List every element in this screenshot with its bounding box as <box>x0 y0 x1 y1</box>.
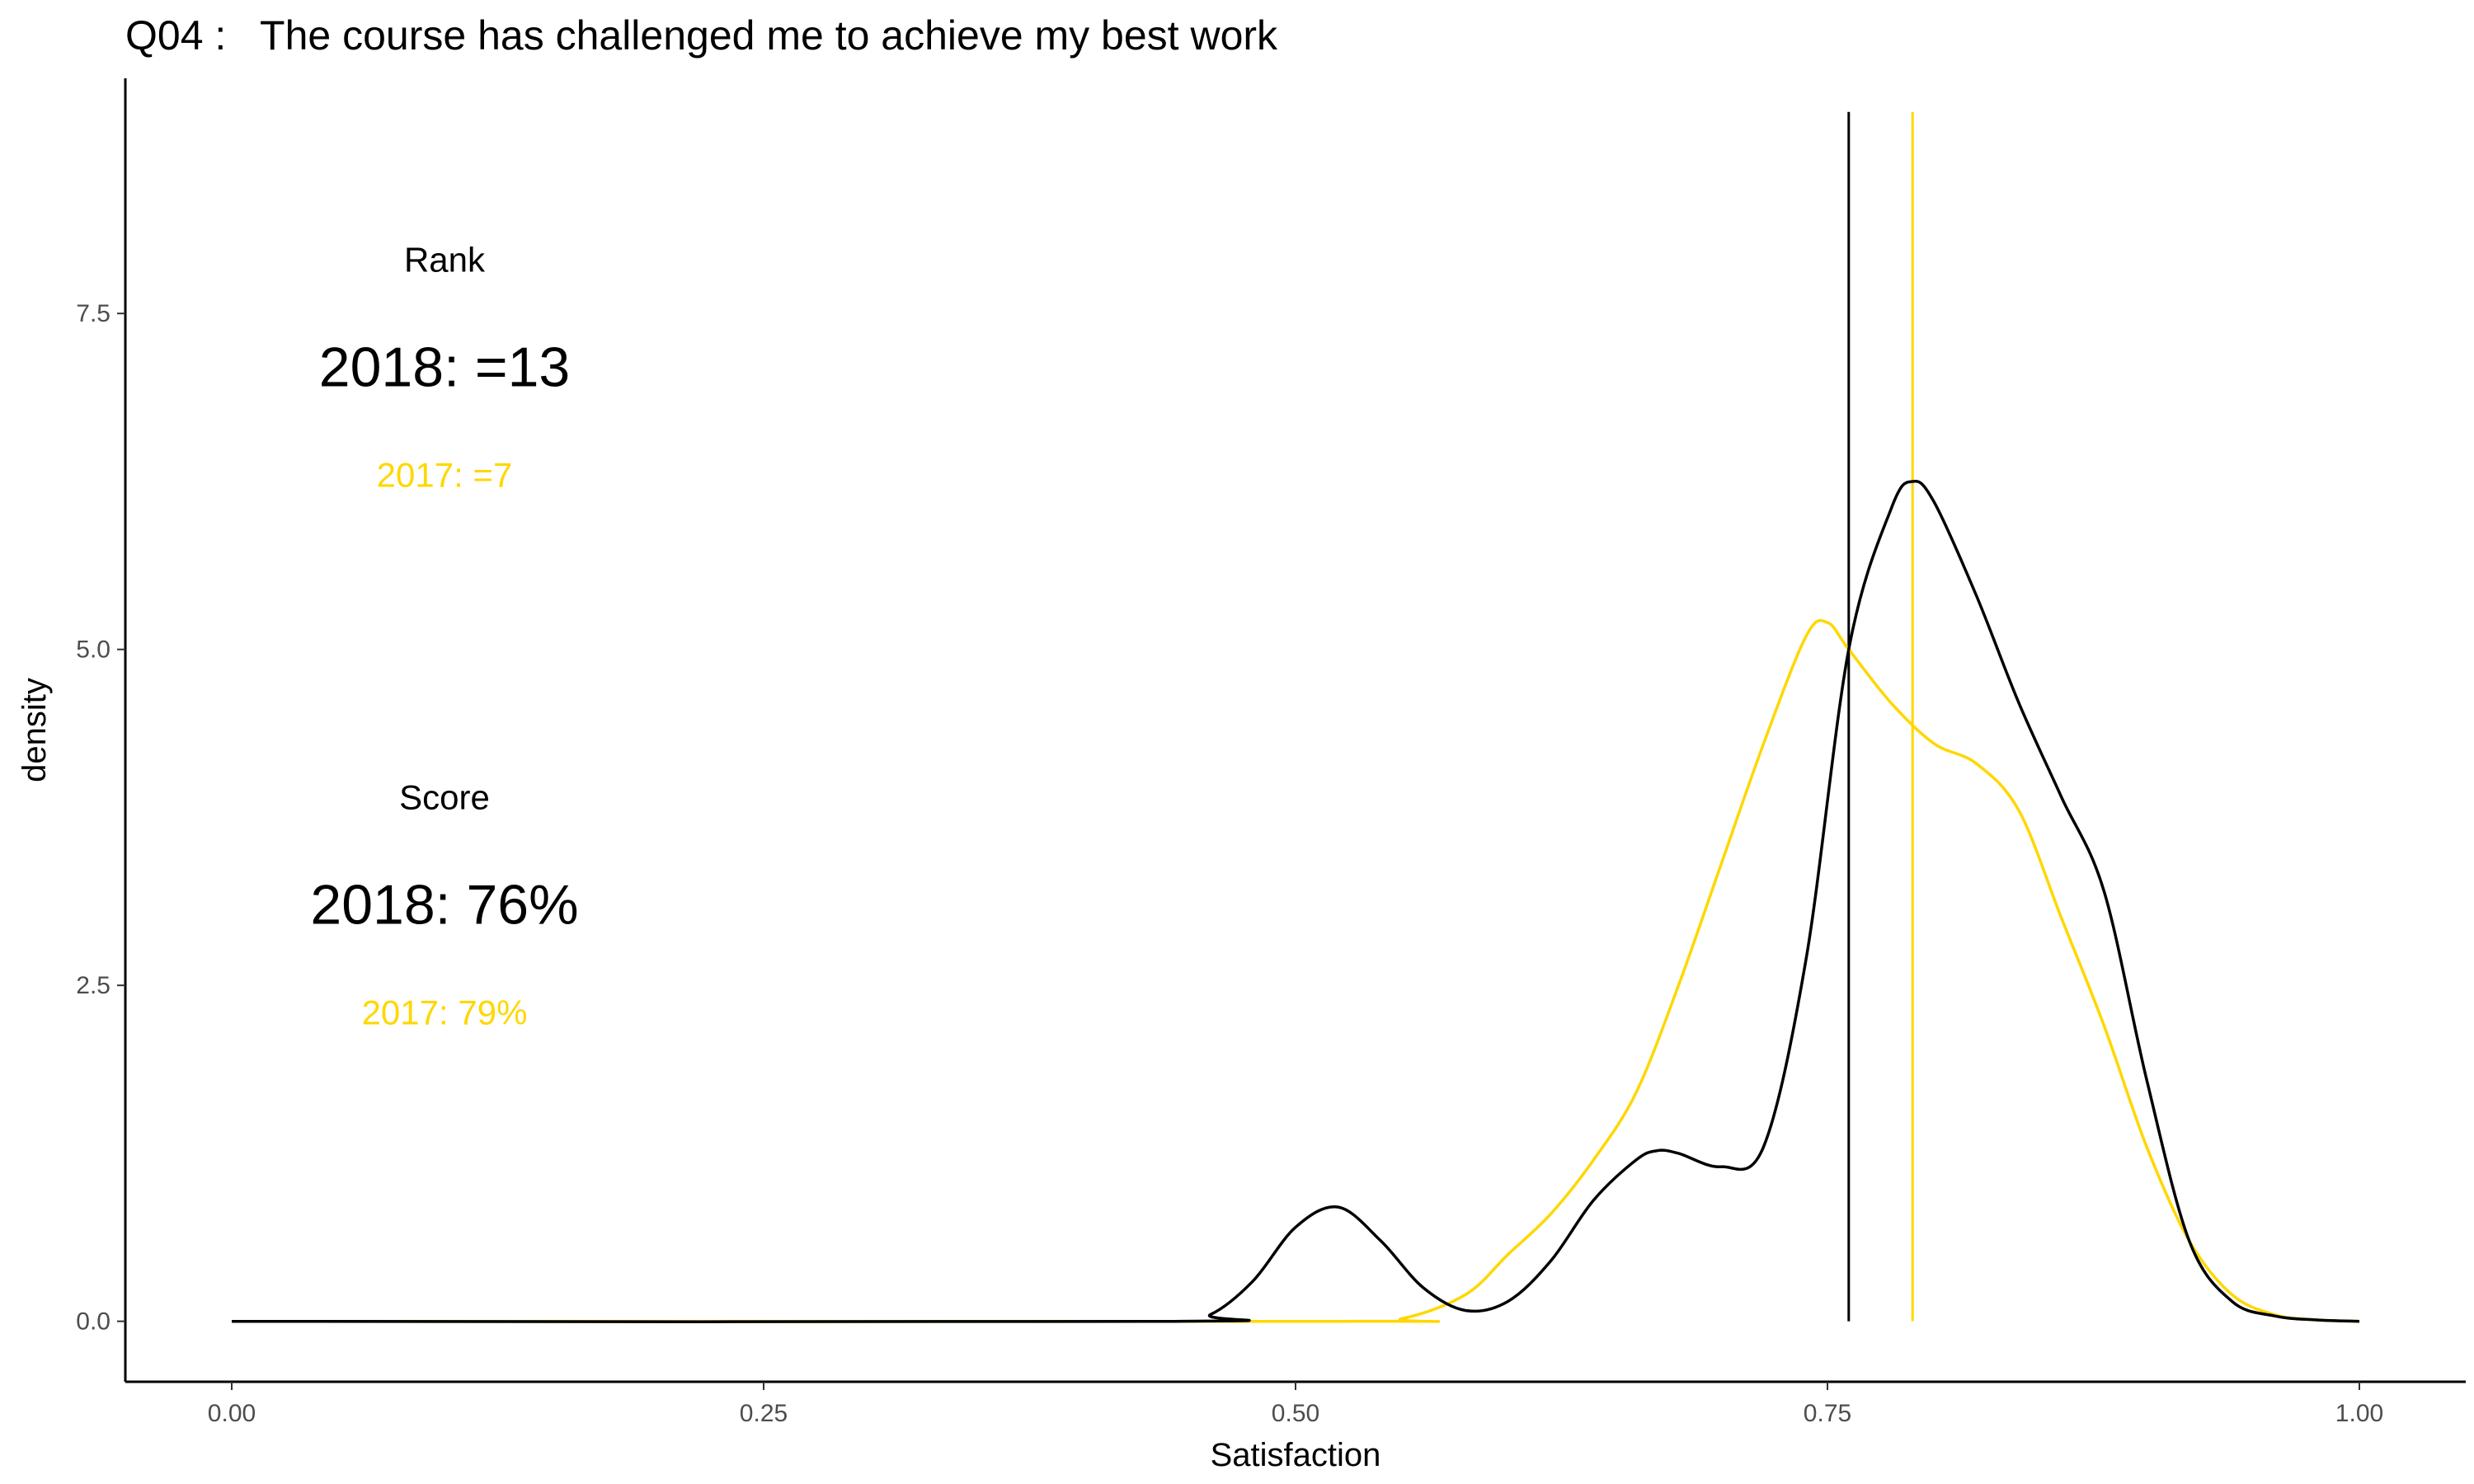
y-axis-title: density <box>16 678 53 782</box>
x-tick-label: 0.25 <box>740 1400 788 1427</box>
score-2018-value: 2018: 76% <box>310 873 578 936</box>
density-curve-2017 <box>231 618 2360 1323</box>
chart-title: Q04 : The course has challenged me to ac… <box>125 12 1278 59</box>
x-tick-label: 0.00 <box>208 1400 256 1427</box>
x-axis-title: Satisfaction <box>1211 1437 1381 1473</box>
density-curve-2018 <box>231 479 2360 1324</box>
annotation-panel: Rank 2018: =13 2017: =7 Score 2018: 76% 2017:… <box>310 241 578 1032</box>
score-heading: Score <box>399 777 490 816</box>
rank-2017-value: 2017: =7 <box>377 455 513 494</box>
x-tick-label: 0.50 <box>1272 1400 1319 1427</box>
y-tick-label: 2.5 <box>76 972 111 999</box>
y-tick-label: 7.5 <box>76 300 111 327</box>
x-tick-label: 0.75 <box>1804 1400 1851 1427</box>
axes: 0.00 0.25 0.50 0.75 1.00 0.0 2.5 5.0 7.5 <box>76 300 2383 1427</box>
rank-heading: Rank <box>404 241 486 279</box>
y-tick-label: 5.0 <box>76 636 111 664</box>
x-tick-label: 1.00 <box>2335 1400 2383 1427</box>
score-2017-value: 2017: 79% <box>362 993 528 1031</box>
y-tick-label: 0.0 <box>76 1308 111 1336</box>
plot-area <box>231 111 2360 1324</box>
rank-2018-value: 2018: =13 <box>319 336 570 398</box>
